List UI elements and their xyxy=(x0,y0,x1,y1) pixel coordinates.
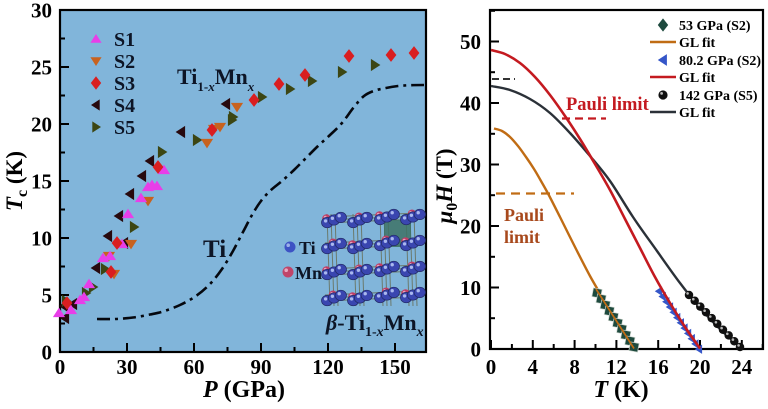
svg-text:Ti: Ti xyxy=(299,238,316,258)
svg-text:15: 15 xyxy=(31,170,52,194)
svg-text:μ0H (T): μ0H (T) xyxy=(432,148,461,224)
svg-text:0: 0 xyxy=(55,355,66,379)
svg-text:16: 16 xyxy=(648,355,669,379)
svg-text:25: 25 xyxy=(31,56,52,80)
svg-text:S4: S4 xyxy=(114,95,135,117)
svg-text:T (K): T (K) xyxy=(593,377,648,403)
svg-text:53 GPa (S2): 53 GPa (S2) xyxy=(679,19,751,34)
svg-text:12: 12 xyxy=(606,355,627,379)
svg-text:GL fit: GL fit xyxy=(679,36,716,51)
svg-text:0: 0 xyxy=(471,338,482,362)
svg-text:5: 5 xyxy=(42,284,53,308)
svg-text:Pauli limit: Pauli limit xyxy=(566,95,650,115)
svg-text:10: 10 xyxy=(31,227,52,251)
svg-text:S3: S3 xyxy=(114,73,135,95)
svg-text:150: 150 xyxy=(379,355,411,379)
svg-text:GL fit: GL fit xyxy=(679,106,716,121)
svg-text:30: 30 xyxy=(460,153,481,177)
svg-text:Ti: Ti xyxy=(203,236,226,263)
svg-text:S5: S5 xyxy=(114,117,135,139)
svg-text:80.2 GPa (S2): 80.2 GPa (S2) xyxy=(679,54,761,69)
svg-text:30: 30 xyxy=(117,355,138,379)
svg-text:S1: S1 xyxy=(114,29,135,51)
svg-text:142 GPa (S5): 142 GPa (S5) xyxy=(679,89,758,104)
svg-text:GL fit: GL fit xyxy=(679,71,716,86)
svg-text:4: 4 xyxy=(528,355,539,379)
svg-text:Tc (K): Tc (K) xyxy=(2,151,31,211)
svg-text:Pauli: Pauli xyxy=(504,205,544,225)
svg-text:30: 30 xyxy=(31,0,52,23)
svg-text:0: 0 xyxy=(486,355,497,379)
svg-text:20: 20 xyxy=(460,215,481,239)
svg-text:0: 0 xyxy=(42,341,53,365)
svg-text:10: 10 xyxy=(460,276,481,300)
svg-text:60: 60 xyxy=(184,355,205,379)
svg-text:20: 20 xyxy=(690,355,711,379)
svg-text:P (GPa): P (GPa) xyxy=(202,377,285,403)
svg-text:40: 40 xyxy=(460,92,481,116)
svg-text:120: 120 xyxy=(312,355,344,379)
svg-text:limit: limit xyxy=(504,227,540,247)
svg-text:90: 90 xyxy=(251,355,272,379)
svg-text:8: 8 xyxy=(569,355,580,379)
svg-text:S2: S2 xyxy=(114,51,135,73)
svg-text:50: 50 xyxy=(460,30,481,54)
svg-text:Mn: Mn xyxy=(295,263,322,283)
svg-text:20: 20 xyxy=(31,113,52,137)
svg-text:24: 24 xyxy=(731,355,753,379)
